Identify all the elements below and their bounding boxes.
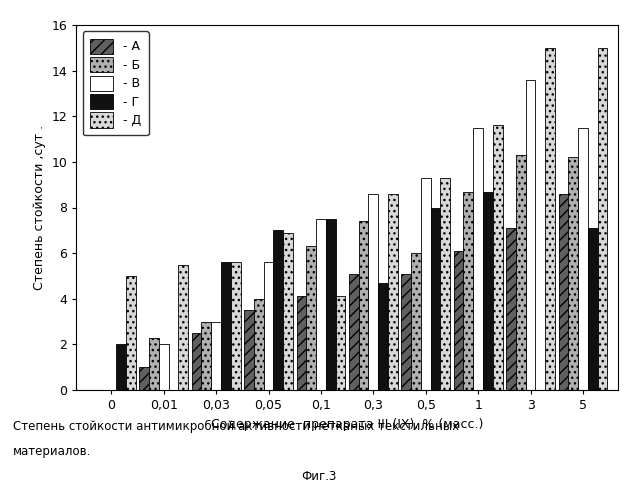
Bar [421,178,431,390]
Bar [516,155,526,390]
Y-axis label: Степень стойкости ,сут .: Степень стойкости ,сут . [33,125,46,290]
Bar [545,48,555,390]
Bar [368,194,378,390]
Bar [559,194,568,390]
Bar [578,128,588,390]
Bar [306,246,316,390]
Bar [221,262,231,390]
Bar [431,208,440,390]
Bar [316,219,326,390]
Bar [296,296,306,390]
Bar [178,264,188,390]
Bar [336,296,345,390]
Bar [526,80,536,390]
Bar [378,283,388,390]
Bar [254,298,264,390]
Legend:  - А,  - Б,  - В,  - Г,  - Д: - А, - Б, - В, - Г, - Д [83,31,148,135]
Bar [568,158,578,390]
Bar [411,253,421,390]
Bar [192,333,201,390]
X-axis label: Содержание  препарата III (IX), % (масс.): Содержание препарата III (IX), % (масс.) [211,418,483,430]
Bar [349,274,359,390]
Bar [359,221,368,390]
Bar [231,262,241,390]
Bar [493,126,503,390]
Bar [440,178,450,390]
Bar [506,228,516,390]
Bar [117,344,126,390]
Bar [454,251,464,390]
Text: Фиг.3: Фиг.3 [301,470,336,483]
Bar [126,276,136,390]
Bar [473,128,483,390]
Text: материалов.: материалов. [13,445,91,458]
Bar [588,228,598,390]
Bar [201,322,211,390]
Bar [326,219,336,390]
Bar [264,262,273,390]
Bar [149,338,159,390]
Bar [464,192,473,390]
Bar [483,192,493,390]
Bar [211,322,221,390]
Bar [273,230,283,390]
Bar [159,344,169,390]
Bar [401,274,411,390]
Text: Степень стойкости антимикробной активности нетканых текстильных: Степень стойкости антимикробной активнос… [13,420,459,433]
Bar [283,232,293,390]
Bar [598,48,608,390]
Bar [388,194,398,390]
Bar [244,310,254,390]
Bar [140,367,149,390]
